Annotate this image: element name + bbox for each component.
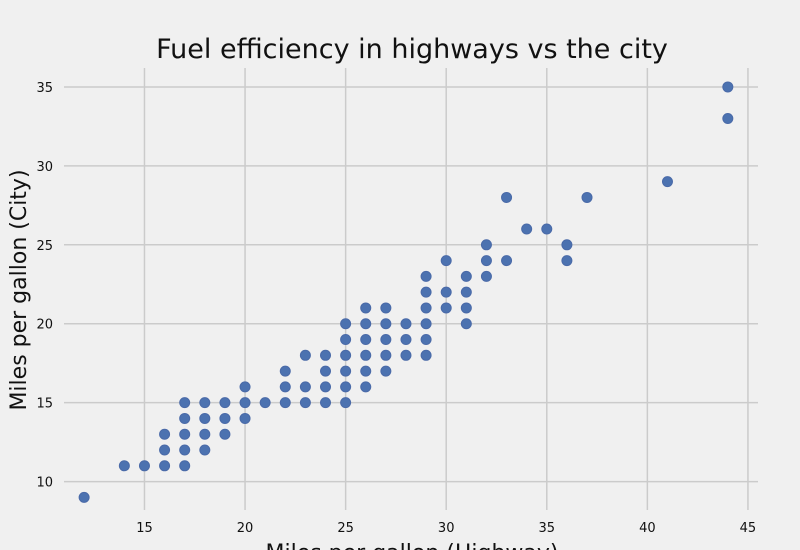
scatter-point xyxy=(581,191,593,203)
scatter-point xyxy=(440,255,452,267)
scatter-point xyxy=(420,286,432,298)
scatter-point xyxy=(561,255,573,267)
scatter-point xyxy=(199,397,211,409)
y-tick-label: 10 xyxy=(36,476,53,491)
scatter-point xyxy=(219,412,231,424)
scatter-point xyxy=(360,349,372,361)
y-tick-label: 25 xyxy=(36,239,53,254)
scatter-point xyxy=(480,255,492,267)
scatter-point xyxy=(219,397,231,409)
ticks-layer: 15 20 25 30 35 40 45 10 15 20 25 30 35 xyxy=(36,81,756,536)
scatter-point xyxy=(299,397,311,409)
scatter-point xyxy=(320,349,332,361)
x-tick-label: 20 xyxy=(237,521,254,536)
x-axis-label: Miles per gallon (Highway) xyxy=(265,541,558,550)
scatter-point xyxy=(340,365,352,377)
scatter-point xyxy=(179,444,191,456)
y-axis-label: Miles per gallon (City) xyxy=(7,169,32,410)
scatter-point xyxy=(340,397,352,409)
scatter-point xyxy=(320,365,332,377)
scatter-point xyxy=(299,349,311,361)
scatter-point xyxy=(239,412,251,424)
scatter-point xyxy=(561,239,573,251)
x-tick-label: 35 xyxy=(539,521,556,536)
scatter-point xyxy=(400,318,412,330)
scatter-point xyxy=(440,302,452,314)
scatter-point xyxy=(380,349,392,361)
scatter-point xyxy=(159,460,171,472)
scatter-point xyxy=(239,381,251,393)
scatter-point xyxy=(480,239,492,251)
y-tick-label: 20 xyxy=(36,318,53,333)
scatter-point xyxy=(259,397,271,409)
scatter-point xyxy=(138,460,150,472)
scatter-point xyxy=(440,286,452,298)
scatter-point xyxy=(420,334,432,346)
scatter-point xyxy=(320,381,332,393)
scatter-point xyxy=(360,302,372,314)
scatter-point xyxy=(118,460,130,472)
scatter-point xyxy=(340,349,352,361)
scatter-point xyxy=(722,113,734,125)
scatter-point xyxy=(480,270,492,282)
scatter-point xyxy=(360,365,372,377)
scatter-point xyxy=(199,412,211,424)
scatter-point xyxy=(340,334,352,346)
x-tick-label: 30 xyxy=(438,521,455,536)
y-tick-label: 30 xyxy=(36,160,53,175)
chart-title: Fuel efficiency in highways vs the city xyxy=(156,34,668,65)
scatter-point xyxy=(420,349,432,361)
scatter-point xyxy=(460,318,472,330)
scatter-point xyxy=(501,191,513,203)
scatter-point xyxy=(219,428,231,440)
scatter-point xyxy=(179,412,191,424)
scatter-point xyxy=(179,428,191,440)
points-layer xyxy=(78,81,734,503)
scatter-point xyxy=(279,381,291,393)
scatter-point xyxy=(360,334,372,346)
x-tick-label: 15 xyxy=(136,521,153,536)
x-tick-label: 25 xyxy=(337,521,354,536)
scatter-point xyxy=(279,397,291,409)
scatter-point xyxy=(521,223,533,235)
scatter-point xyxy=(380,365,392,377)
scatter-point xyxy=(179,397,191,409)
scatter-point xyxy=(380,318,392,330)
scatter-point xyxy=(159,428,171,440)
scatter-point xyxy=(78,491,90,503)
x-tick-label: 45 xyxy=(740,521,757,536)
scatter-point xyxy=(722,81,734,93)
scatter-point xyxy=(380,302,392,314)
scatter-point xyxy=(400,349,412,361)
scatter-point xyxy=(179,460,191,472)
scatter-point xyxy=(380,334,392,346)
scatter-point xyxy=(299,381,311,393)
scatter-point xyxy=(239,397,251,409)
scatter-point xyxy=(340,381,352,393)
scatter-point xyxy=(199,444,211,456)
y-tick-label: 35 xyxy=(36,81,53,96)
scatter-point xyxy=(460,302,472,314)
scatter-point xyxy=(541,223,553,235)
scatter-point xyxy=(661,176,673,188)
scatter-point xyxy=(501,255,513,267)
scatter-point xyxy=(360,381,372,393)
scatter-point xyxy=(199,428,211,440)
x-tick-label: 40 xyxy=(639,521,656,536)
scatter-point xyxy=(460,270,472,282)
y-tick-label: 15 xyxy=(36,397,53,412)
scatter-point xyxy=(360,318,372,330)
scatter-point xyxy=(340,318,352,330)
scatter-point xyxy=(279,365,291,377)
scatter-point xyxy=(320,397,332,409)
scatter-point xyxy=(420,270,432,282)
scatter-point xyxy=(460,286,472,298)
scatter-point xyxy=(420,318,432,330)
scatter-point xyxy=(420,302,432,314)
scatter-point xyxy=(159,444,171,456)
scatter-point xyxy=(400,334,412,346)
